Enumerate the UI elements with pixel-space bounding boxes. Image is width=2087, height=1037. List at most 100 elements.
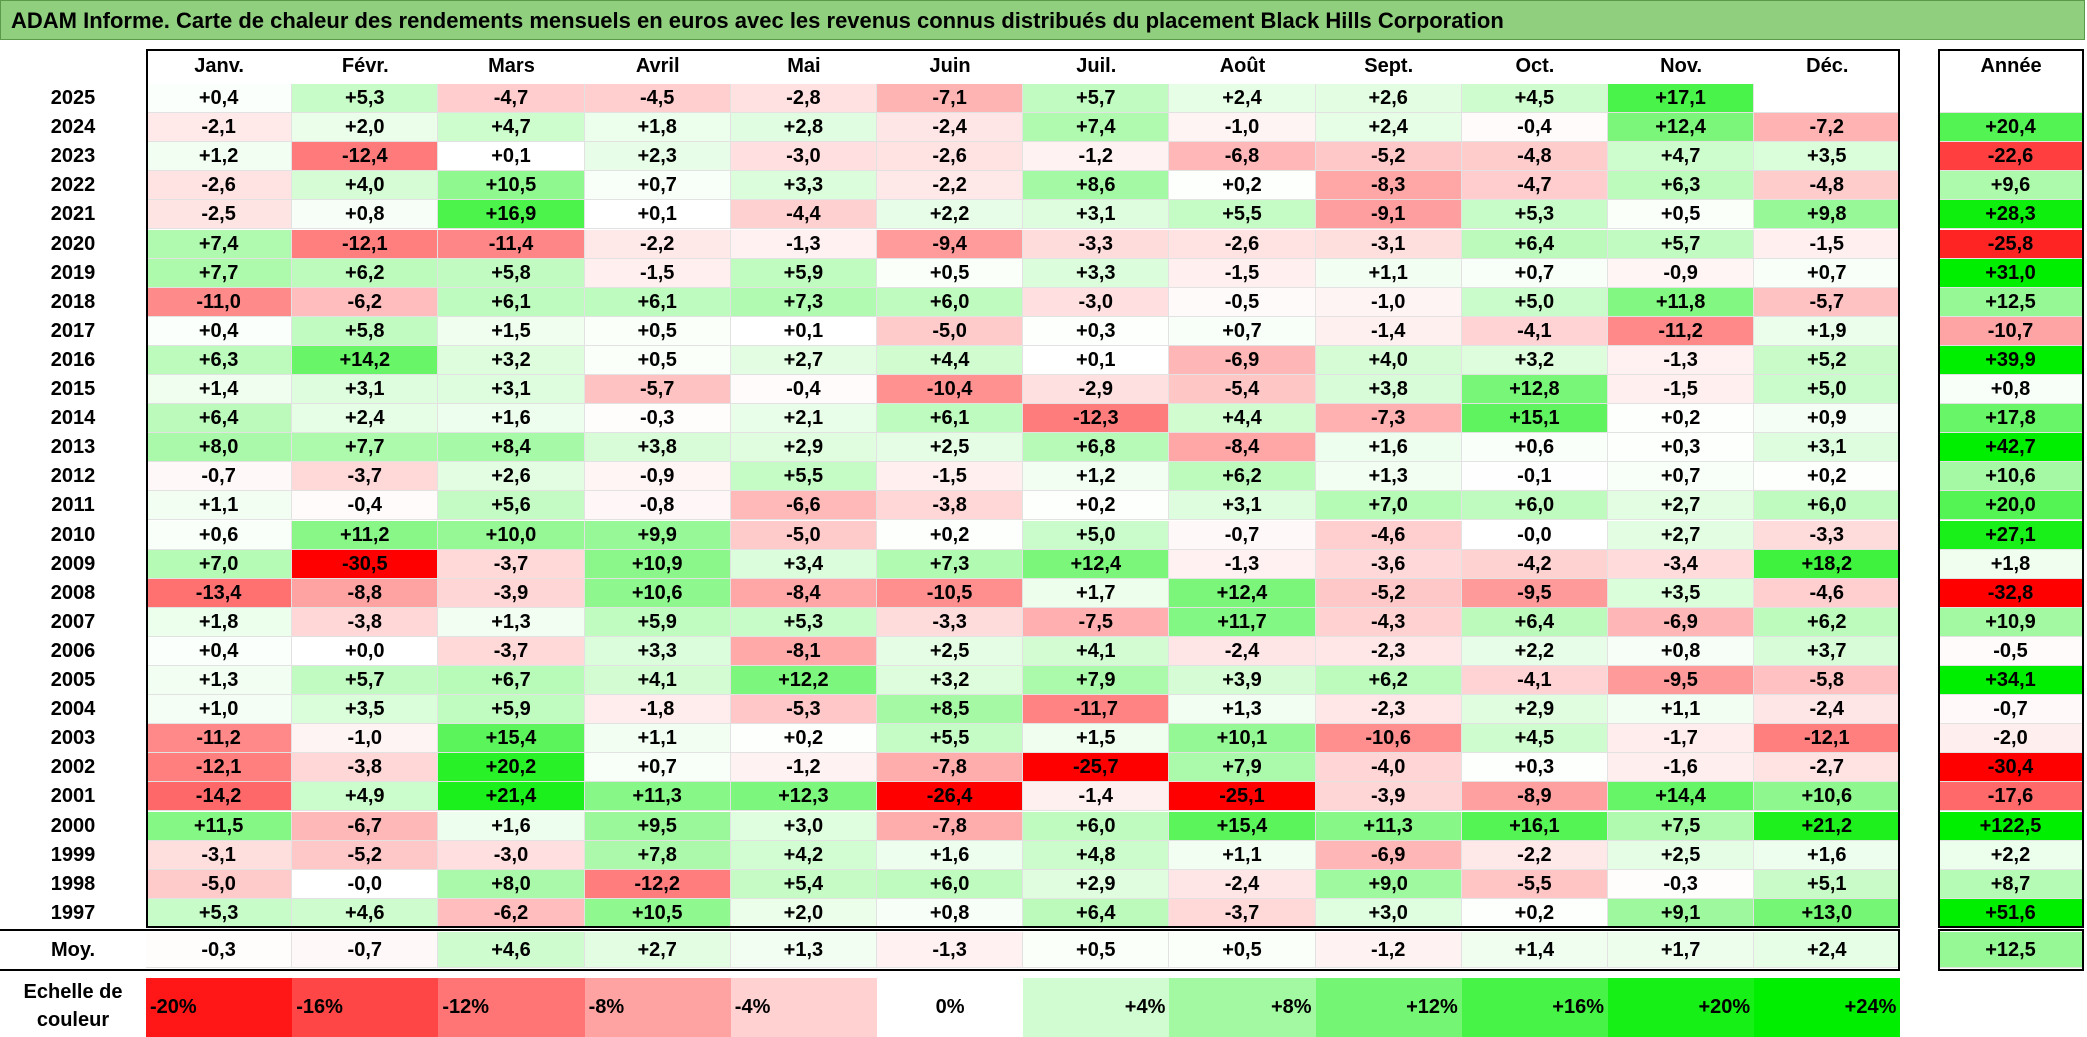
average-cell: -0,7 — [292, 932, 439, 968]
annual-cell: +9,6 — [1938, 171, 2084, 201]
heatmap-cell: +6,4 — [1461, 229, 1608, 259]
annual-cell: +10,6 — [1938, 462, 2084, 492]
month-header: Nov. — [1660, 55, 1703, 77]
heatmap-cell: +10,0 — [438, 520, 585, 550]
year-label: 2000 — [50, 814, 96, 837]
annual-cell — [1938, 84, 2084, 114]
heatmap-cell: +3,5 — [292, 695, 439, 725]
heatmap-cell: -0,1 — [1461, 462, 1608, 492]
heatmap-cell: +4,0 — [1315, 345, 1462, 375]
heatmap-cell: +10,5 — [584, 898, 731, 928]
heatmap-cell: +6,0 — [1754, 491, 1901, 521]
legend-swatch: +4% — [1023, 978, 1170, 1037]
heatmap-cell: +7,7 — [292, 433, 439, 463]
annual-cell: +122,5 — [1938, 811, 2084, 841]
heatmap-cell: +2,5 — [1608, 840, 1755, 870]
year-label: 2013 — [50, 436, 96, 459]
heatmap-cell: -1,0 — [292, 724, 439, 754]
heatmap-cell: -5,8 — [1754, 666, 1901, 696]
heatmap-cell: +0,2 — [1023, 491, 1170, 521]
heatmap-cell: +14,4 — [1608, 782, 1755, 812]
heatmap-cell: +1,8 — [146, 607, 293, 637]
heatmap-cell: +9,9 — [584, 520, 731, 550]
heatmap-cell: +21,4 — [438, 782, 585, 812]
heatmap-cell: +17,1 — [1608, 84, 1755, 114]
heatmap-cell: +1,9 — [1754, 316, 1901, 346]
heatmap-cell: +0,2 — [1754, 462, 1901, 492]
heatmap-cell: -1,0 — [1169, 113, 1316, 143]
heatmap-cell: +4,5 — [1461, 724, 1608, 754]
heatmap-cell: -3,6 — [1315, 549, 1462, 579]
annual-cell: +39,9 — [1938, 345, 2084, 375]
heatmap-cell: +3,3 — [1023, 258, 1170, 288]
heatmap-cell: +1,1 — [1315, 258, 1462, 288]
legend-swatch: +8% — [1169, 978, 1316, 1037]
heatmap-cell: +5,3 — [730, 607, 877, 637]
heatmap-cell: +7,9 — [1169, 753, 1316, 783]
heatmap-cell: -10,5 — [877, 578, 1024, 608]
heatmap-cell: +3,2 — [1461, 345, 1608, 375]
annual-cell: -0,5 — [1938, 636, 2084, 666]
heatmap-cell: +6,3 — [1608, 171, 1755, 201]
heatmap-cell: -1,8 — [584, 695, 731, 725]
annual-cell: +12,5 — [1938, 287, 2084, 317]
heatmap-cell: +3,1 — [1169, 491, 1316, 521]
heatmap-cell: -3,0 — [1023, 287, 1170, 317]
heatmap-cell: +0,9 — [1754, 404, 1901, 434]
legend-swatch: -12% — [438, 978, 585, 1037]
chart-title: ADAM Informe. Carte de chaleur des rende… — [0, 0, 2085, 40]
annual-cell: -32,8 — [1938, 578, 2084, 608]
heatmap-cell: +12,2 — [730, 666, 877, 696]
heatmap-cell: +0,5 — [877, 258, 1024, 288]
heatmap-cell: +12,3 — [730, 782, 877, 812]
heatmap-cell: +5,8 — [438, 258, 585, 288]
heatmap-cell: +5,5 — [730, 462, 877, 492]
heatmap-cell: +5,5 — [1169, 200, 1316, 230]
year-label: 2011 — [51, 494, 95, 517]
heatmap-cell: -0,5 — [1169, 287, 1316, 317]
heatmap-cell: +6,1 — [438, 287, 585, 317]
heatmap-cell: +18,2 — [1754, 549, 1901, 579]
heatmap-cell: -5,0 — [730, 520, 877, 550]
heatmap-cell: +4,4 — [1169, 404, 1316, 434]
heatmap-cell: +2,4 — [1169, 84, 1316, 114]
heatmap-cell: -3,0 — [730, 142, 877, 172]
heatmap-cell: -9,5 — [1608, 666, 1755, 696]
year-label: 2023 — [50, 145, 96, 168]
heatmap-cell: +2,9 — [1461, 695, 1608, 725]
heatmap-cell: +7,7 — [146, 258, 293, 288]
heatmap-cell: +6,0 — [877, 287, 1024, 317]
heatmap-cell: +1,3 — [1315, 462, 1462, 492]
heatmap-cell: +3,3 — [730, 171, 877, 201]
heatmap-cell: +3,1 — [1023, 200, 1170, 230]
heatmap-cell: -5,5 — [1461, 869, 1608, 899]
heatmap-cell: +0,4 — [146, 636, 293, 666]
heatmap-cell: +15,4 — [438, 724, 585, 754]
heatmap-cell: +6,1 — [877, 404, 1024, 434]
annual-cell: +20,0 — [1938, 491, 2084, 521]
heatmap-cell: -13,4 — [146, 578, 293, 608]
heatmap-cell: +3,1 — [292, 375, 439, 405]
heatmap-cell: -2,6 — [146, 171, 293, 201]
heatmap-cell: +1,6 — [877, 840, 1024, 870]
heatmap-cell: -1,4 — [1315, 316, 1462, 346]
heatmap-cell: -14,2 — [146, 782, 293, 812]
heatmap-cell: -0,3 — [1608, 869, 1755, 899]
heatmap-cell: -1,4 — [1023, 782, 1170, 812]
annual-cell: -25,8 — [1938, 229, 2084, 259]
heatmap-cell: +1,3 — [146, 666, 293, 696]
legend-swatch: +20% — [1608, 978, 1755, 1037]
year-label: 2012 — [50, 465, 96, 488]
heatmap-cell: +7,9 — [1023, 666, 1170, 696]
heatmap-cell: -7,1 — [877, 84, 1024, 114]
heatmap-cell: +1,5 — [438, 316, 585, 346]
heatmap-cell: +1,1 — [1608, 695, 1755, 725]
heatmap-cell: +3,0 — [1315, 898, 1462, 928]
heatmap-cell: -2,4 — [1169, 636, 1316, 666]
heatmap-cell: -8,9 — [1461, 782, 1608, 812]
heatmap-cell: -1,3 — [730, 229, 877, 259]
heatmap-cell: -5,7 — [584, 375, 731, 405]
heatmap-cell: +1,8 — [584, 113, 731, 143]
heatmap-cell: +6,0 — [1461, 491, 1608, 521]
heatmap-cell: +4,8 — [1023, 840, 1170, 870]
